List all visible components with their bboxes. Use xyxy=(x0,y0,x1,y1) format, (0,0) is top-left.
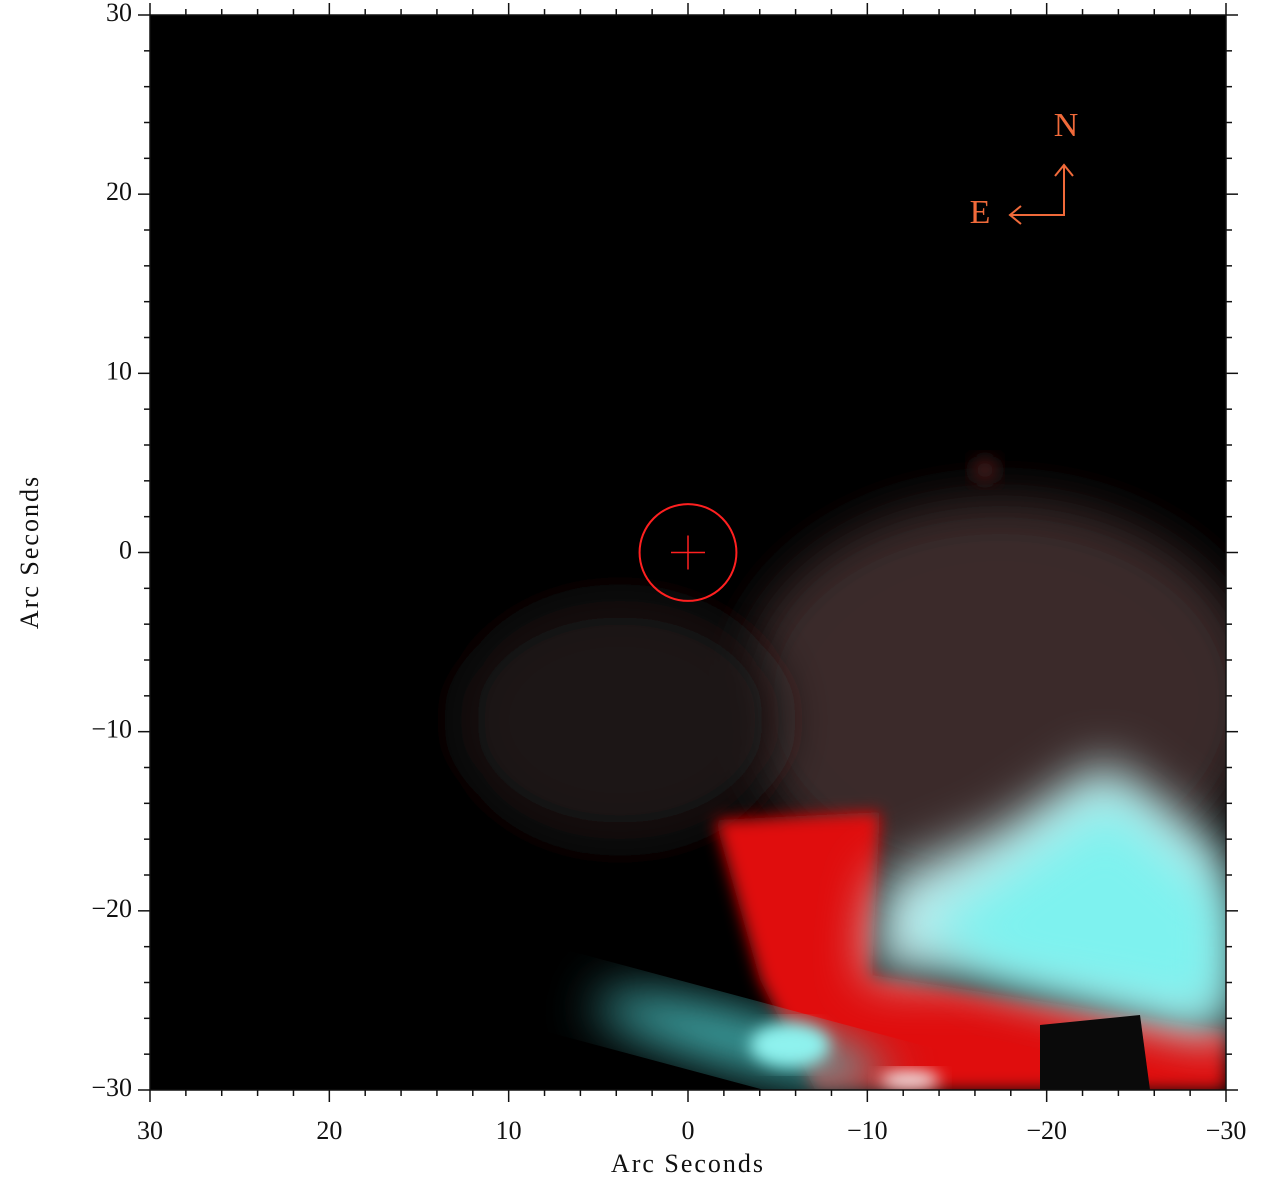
x-tick-label: −10 xyxy=(847,1116,888,1145)
x-tick-label: 30 xyxy=(137,1116,163,1145)
y-tick-label: 10 xyxy=(106,356,132,385)
x-tick-label: 0 xyxy=(682,1116,695,1145)
sky-image xyxy=(150,15,1226,1090)
x-tick-label: −20 xyxy=(1026,1116,1067,1145)
compass xyxy=(1008,163,1074,225)
y-tick-label: 30 xyxy=(106,0,132,27)
y-tick-label: −10 xyxy=(91,715,132,744)
compass-north: N xyxy=(1054,107,1079,144)
x-axis-title: Arc Seconds xyxy=(611,1149,765,1178)
x-tick-label: −30 xyxy=(1206,1116,1247,1145)
compass-east: E xyxy=(970,194,991,231)
y-tick-label: −20 xyxy=(91,894,132,923)
y-tick-label: −30 xyxy=(91,1073,132,1102)
y-tick-label: 20 xyxy=(106,177,132,206)
y-tick-label: 0 xyxy=(119,535,132,564)
x-tick-label: 20 xyxy=(316,1116,342,1145)
target-circle xyxy=(638,503,738,602)
x-tick-label: 10 xyxy=(496,1116,522,1145)
y-axis-title: Arc Seconds xyxy=(15,475,44,629)
